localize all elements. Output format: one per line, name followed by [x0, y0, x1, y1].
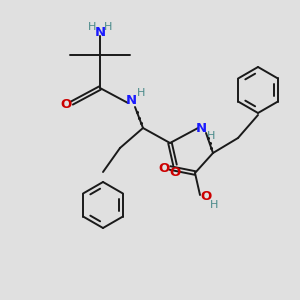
Text: O: O [158, 161, 169, 175]
Text: N: N [94, 26, 106, 38]
Text: O: O [60, 98, 72, 110]
Text: H: H [210, 200, 218, 210]
Text: N: N [195, 122, 207, 134]
Text: H: H [104, 22, 112, 32]
Text: O: O [200, 190, 211, 203]
Text: O: O [169, 167, 181, 179]
Text: H: H [207, 131, 215, 141]
Text: H: H [137, 88, 145, 98]
Text: H: H [88, 22, 96, 32]
Text: N: N [125, 94, 136, 107]
